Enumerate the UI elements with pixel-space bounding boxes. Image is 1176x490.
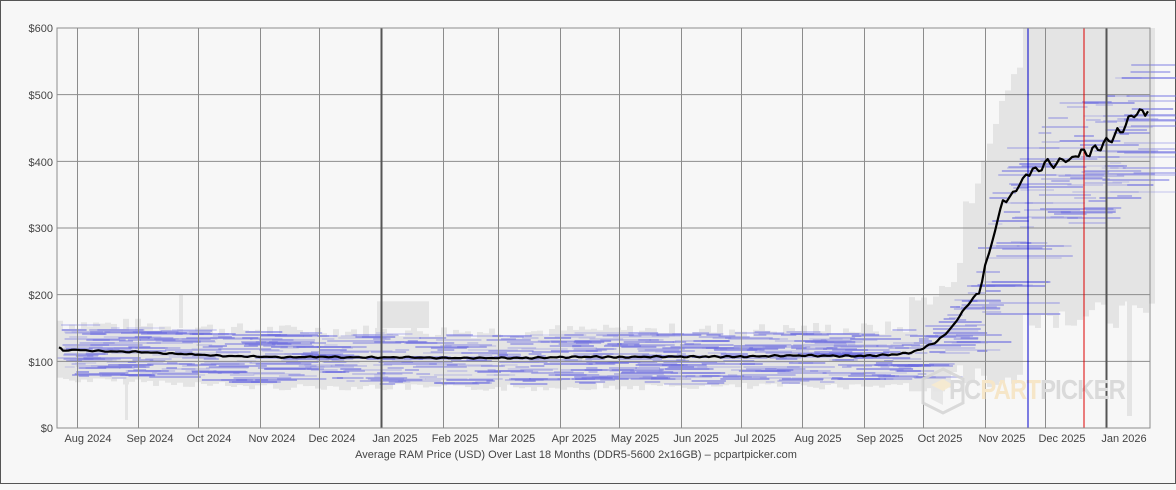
horizontal-gridlines	[57, 94, 1150, 362]
y-tick-100: $100	[29, 357, 53, 369]
x-tick-oct-2025: Oct 2025	[918, 433, 963, 445]
y-tick-0: $0	[41, 423, 53, 435]
pcpartpicker-watermark: PCPARTPICKER	[921, 367, 1127, 415]
cube-logo-icon	[921, 367, 965, 415]
watermark-pc: PC	[949, 374, 981, 405]
x-tick-oct-2024: Oct 2024	[187, 433, 232, 445]
x-tick-aug-2025: Aug 2025	[794, 433, 841, 445]
y-tick-300: $300	[29, 223, 53, 235]
y-tick-200: $200	[29, 290, 53, 302]
y-axis-labels: $600 $500 $400 $300 $200 $100 $0	[29, 23, 53, 435]
x-tick-may-2025: May 2025	[611, 433, 659, 445]
y-tick-600: $600	[29, 23, 53, 35]
x-tick-dec-2025: Dec 2025	[1038, 433, 1085, 445]
x-tick-sep-2024: Sep 2024	[126, 433, 173, 445]
x-tick-dec-2024: Dec 2024	[308, 433, 355, 445]
x-tick-jun-2025: Jun 2025	[673, 433, 718, 445]
y-tick-400: $400	[29, 157, 53, 169]
watermark-part: PART	[980, 374, 1040, 405]
x-tick-aug-2024: Aug 2024	[64, 433, 111, 445]
plot-border	[56, 27, 1151, 429]
vertical-gridlines	[77, 28, 1108, 428]
svg-text:PCPARTPICKER: PCPARTPICKER	[949, 374, 1126, 405]
x-tick-nov-2024: Nov 2024	[248, 433, 295, 445]
x-tick-jul-2025: Jul 2025	[734, 433, 776, 445]
x-tick-mar-2025: Mar 2025	[489, 433, 535, 445]
x-axis-labels: Aug 2024 Sep 2024 Oct 2024 Nov 2024 Dec …	[64, 433, 1146, 445]
x-tick-nov-2025: Nov 2025	[978, 433, 1025, 445]
watermark-picker: PICKER	[1040, 374, 1126, 405]
chart-caption: Average RAM Price (USD) Over Last 18 Mon…	[355, 449, 797, 461]
x-tick-jan-2026: Jan 2026	[1101, 433, 1146, 445]
x-tick-feb-2025: Feb 2025	[432, 433, 478, 445]
listing-price-segments	[57, 64, 1176, 385]
average-price-line	[58, 108, 1149, 360]
y-tick-500: $500	[29, 90, 53, 102]
x-tick-jan-2025: Jan 2025	[372, 433, 417, 445]
x-tick-sep-2025: Sep 2025	[856, 433, 903, 445]
x-tick-apr-2025: Apr 2025	[552, 433, 597, 445]
